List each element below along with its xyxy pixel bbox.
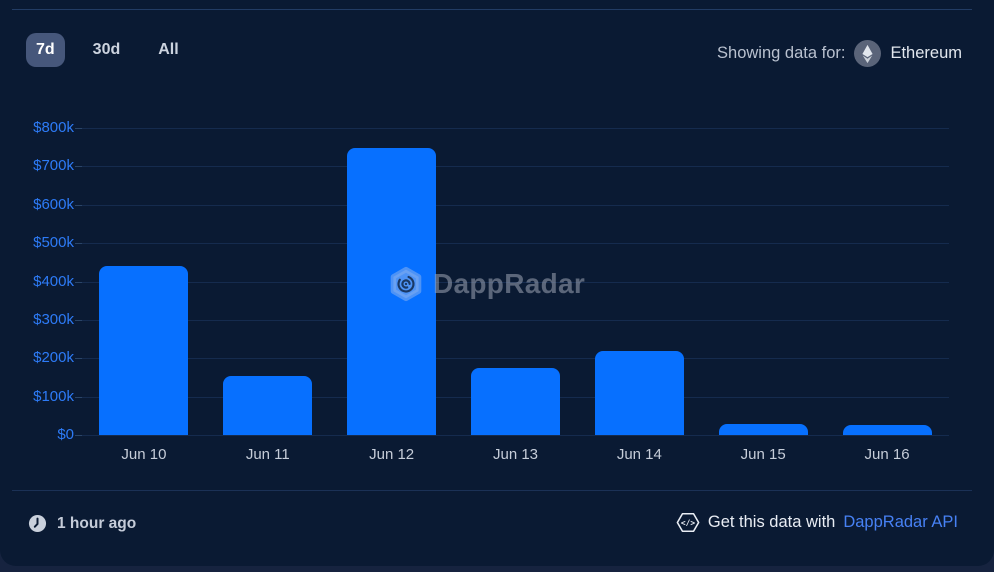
gridline	[82, 281, 949, 283]
network-name: Ethereum	[890, 44, 962, 62]
x-axis: Jun 10 Jun 11 Jun 12 Jun 13 Jun 14 Jun 15 Jun …	[82, 446, 949, 466]
y-axis-tick-label: $300k	[33, 310, 74, 328]
x-axis-tick-label: Jun 10	[121, 446, 167, 463]
y-axis-tick-label: $100k	[33, 387, 74, 405]
y-axis-tick-label: $400k	[33, 272, 74, 290]
x-axis-tick-label: Jun 13	[492, 446, 539, 463]
y-axis-tick	[75, 435, 82, 436]
bar-jun-11[interactable]	[223, 375, 313, 435]
api-code-icon: </>	[676, 512, 700, 533]
y-axis-tick	[75, 396, 82, 398]
bar-jun-12[interactable]	[347, 147, 437, 435]
footer-cta: </> Get this data with DappRadar API	[676, 512, 958, 533]
bar-jun-14[interactable]	[594, 350, 684, 435]
svg-text:</>: </>	[681, 518, 695, 527]
gridline	[82, 243, 949, 245]
range-button-all[interactable]: All	[148, 33, 188, 67]
last-updated-text: 1 hour ago	[57, 514, 137, 532]
bar-jun-13[interactable]	[471, 367, 560, 435]
clock-icon	[28, 514, 47, 533]
bar-jun-15[interactable]	[718, 423, 808, 435]
y-axis-tick-label: $600k	[33, 195, 74, 213]
gridline	[82, 204, 949, 206]
y-axis-tick	[75, 319, 82, 321]
network-selector: Showing data for: Ethereum	[717, 40, 962, 67]
y-axis-tick	[75, 281, 82, 283]
gridline	[82, 358, 949, 360]
showing-data-label: Showing data for:	[717, 44, 846, 62]
y-axis-tick-label: $0	[57, 426, 74, 443]
dappradar-api-link[interactable]: DappRadar API	[843, 513, 958, 531]
x-axis-tick-label: Jun 15	[740, 446, 786, 463]
chart-plot	[75, 128, 949, 436]
y-axis-tick-label: $200k	[33, 349, 74, 367]
range-button-30d[interactable]: 30d	[83, 33, 131, 67]
footer-updated: 1 hour ago	[28, 514, 136, 533]
bar-jun-16[interactable]	[842, 424, 932, 435]
y-axis-tick	[75, 358, 82, 360]
y-axis-tick-label: $500k	[33, 234, 74, 252]
gridline	[82, 166, 949, 168]
gridline	[82, 128, 949, 129]
time-range-group: 7d 30d All	[26, 33, 189, 67]
y-axis-tick-label: $700k	[33, 157, 74, 175]
range-button-7d[interactable]: 7d	[26, 33, 65, 67]
x-axis-tick-label: Jun 12	[369, 446, 415, 463]
x-axis-tick-label: Jun 16	[864, 446, 910, 463]
y-axis: $800k $700k $600k $500k $400k $300k $200k $100k…	[0, 119, 74, 443]
footer-divider	[12, 490, 972, 491]
top-divider	[12, 9, 972, 10]
gridline	[82, 435, 949, 436]
gridline	[82, 319, 949, 321]
x-axis-tick-label: Jun 14	[616, 446, 662, 463]
cta-text: Get this data with	[707, 513, 836, 531]
y-axis-tick	[75, 128, 82, 129]
y-axis-tick	[75, 243, 82, 245]
y-axis-tick	[75, 204, 82, 206]
bar-jun-10[interactable]	[99, 266, 189, 435]
x-axis-tick-label: Jun 11	[245, 446, 290, 463]
y-axis-tick	[75, 166, 82, 168]
ethereum-icon	[854, 40, 882, 67]
y-axis-tick-label: $800k	[33, 119, 74, 136]
